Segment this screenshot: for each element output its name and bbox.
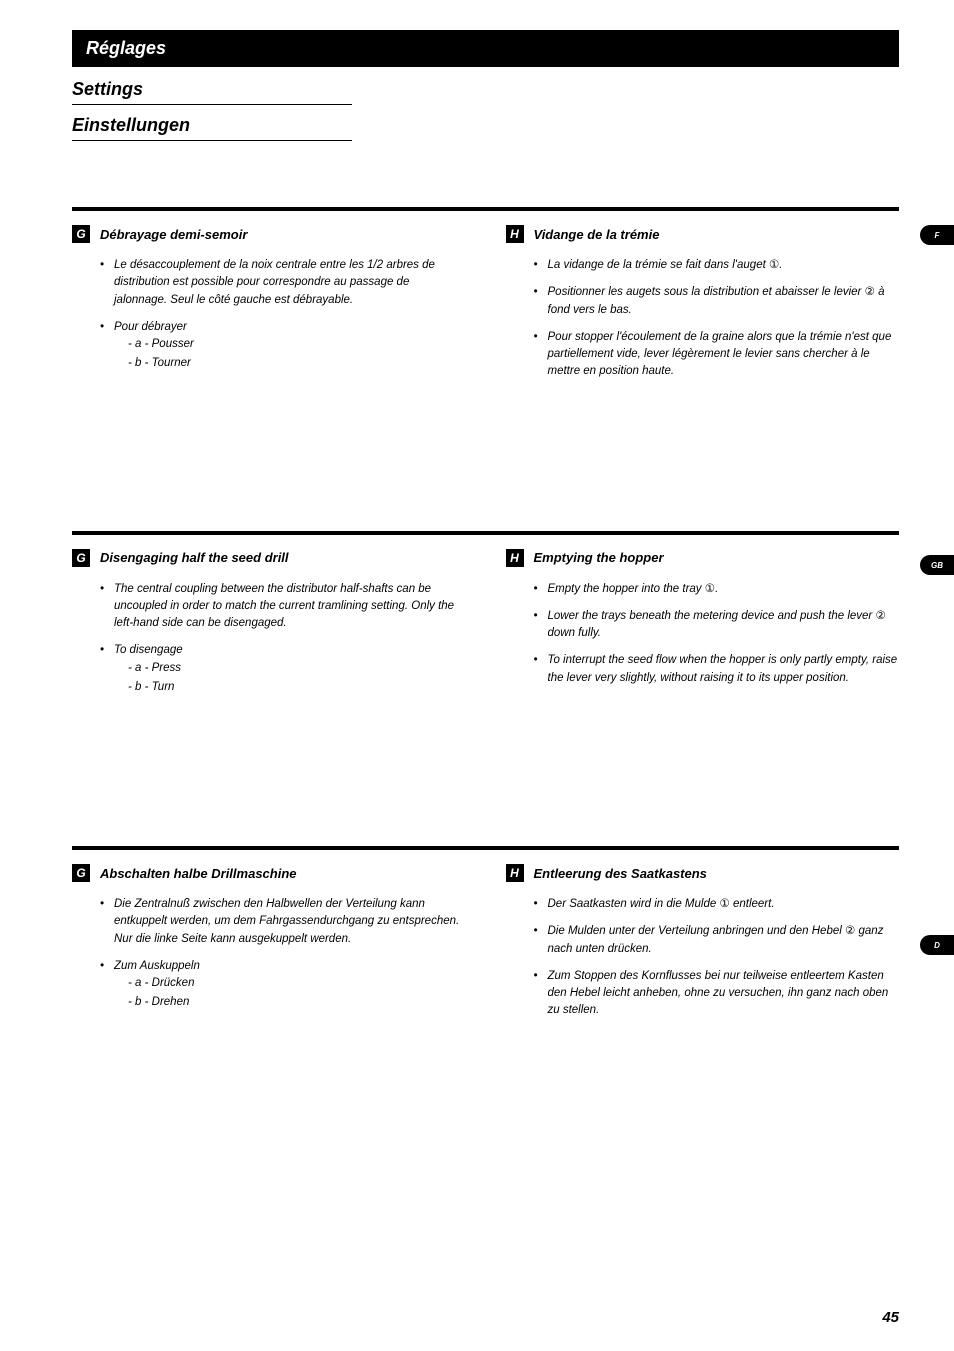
section-rule <box>72 531 899 535</box>
title-de-g: Abschalten halbe Drillmaschine <box>100 866 297 881</box>
header-settings: Settings <box>72 79 352 105</box>
title-en-g: Disengaging half the seed drill <box>100 550 289 565</box>
letter-g-icon: G <box>72 864 90 882</box>
content-fr-g: Le désaccouplement de la noix centrale e… <box>72 257 466 373</box>
text-fr-g-p1: Le désaccouplement de la noix centrale e… <box>100 257 466 309</box>
text-de-g-p2: Zum Auskuppeln <box>114 960 200 972</box>
text-fr-g-p2: Pour débrayer <box>114 321 187 333</box>
text-fr-h-p1a: La vidange de la trémie se fait dans l'a… <box>548 259 769 271</box>
text-de-h-p3: Zum Stoppen des Kornflusses bei nur teil… <box>534 968 900 1020</box>
text-en-g-p2: To disengage <box>114 644 183 656</box>
title-fr-g: Débrayage demi-semoir <box>100 227 247 242</box>
title-fr-h: Vidange de la trémie <box>534 227 660 242</box>
section-german: G Abschalten halbe Drillmaschine Die Zen… <box>72 846 899 1030</box>
text-de-g-sb: - b - Drehen <box>128 994 466 1011</box>
header-reglages: Réglages <box>72 30 899 67</box>
circle-one-icon: ① <box>719 898 729 910</box>
circle-two-icon: ② <box>845 925 855 937</box>
letter-h-icon: H <box>506 549 524 567</box>
text-fr-h-p3: Pour stopper l'écoulement de la graine a… <box>534 329 900 381</box>
text-en-h-p2a: Lower the trays beneath the metering dev… <box>548 610 876 622</box>
lang-tab-d: D <box>920 935 954 955</box>
letter-g-icon: G <box>72 225 90 243</box>
section-rule <box>72 207 899 211</box>
text-fr-g-sb: - b - Tourner <box>128 355 466 372</box>
circle-one-icon: ① <box>705 583 715 595</box>
content-fr-h: La vidange de la trémie se fait dans l'a… <box>506 257 900 381</box>
title-de-h: Entleerung des Saatkastens <box>534 866 707 881</box>
header-einstellungen: Einstellungen <box>72 115 352 141</box>
text-en-h-p1a: Empty the hopper into the tray <box>548 583 705 595</box>
text-en-g-p1: The central coupling between the distrib… <box>100 581 466 633</box>
text-fr-g-sa: - a - Pousser <box>128 336 466 353</box>
letter-h-icon: H <box>506 864 524 882</box>
text-en-h-p1b: . <box>715 583 718 595</box>
content-en-h: Empty the hopper into the tray ①. Lower … <box>506 581 900 687</box>
text-en-h-p3: To interrupt the seed flow when the hopp… <box>534 652 900 687</box>
text-de-h-p1b: entleert. <box>730 898 775 910</box>
letter-g-icon: G <box>72 549 90 567</box>
text-en-h-p2b: down fully. <box>548 627 601 639</box>
circle-two-icon: ② <box>875 610 885 622</box>
circle-two-icon: ② <box>865 286 875 298</box>
page-number: 45 <box>882 1309 899 1326</box>
section-french: G Débrayage demi-semoir Le désaccoupleme… <box>72 207 899 391</box>
text-de-h-p2a: Die Mulden unter der Verteilung anbringe… <box>548 925 846 937</box>
text-en-g-sa: - a - Press <box>128 660 466 677</box>
content-de-h: Der Saatkasten wird in die Mulde ① entle… <box>506 896 900 1020</box>
section-english: G Disengaging half the seed drill The ce… <box>72 531 899 707</box>
lang-tab-f: F <box>920 225 954 245</box>
text-de-h-p1a: Der Saatkasten wird in die Mulde <box>548 898 720 910</box>
content-en-g: The central coupling between the distrib… <box>72 581 466 697</box>
letter-h-icon: H <box>506 225 524 243</box>
text-fr-h-p2a: Positionner les augets sous la distribut… <box>548 286 865 298</box>
text-en-g-sb: - b - Turn <box>128 679 466 696</box>
text-de-g-p1: Die Zentralnuß zwischen den Halbwellen d… <box>100 896 466 948</box>
text-fr-h-p1b: . <box>779 259 782 271</box>
lang-tab-gb: GB <box>920 555 954 575</box>
section-rule <box>72 846 899 850</box>
content-de-g: Die Zentralnuß zwischen den Halbwellen d… <box>72 896 466 1012</box>
circle-one-icon: ① <box>769 259 779 271</box>
text-de-g-sa: - a - Drücken <box>128 975 466 992</box>
title-en-h: Emptying the hopper <box>534 550 664 565</box>
